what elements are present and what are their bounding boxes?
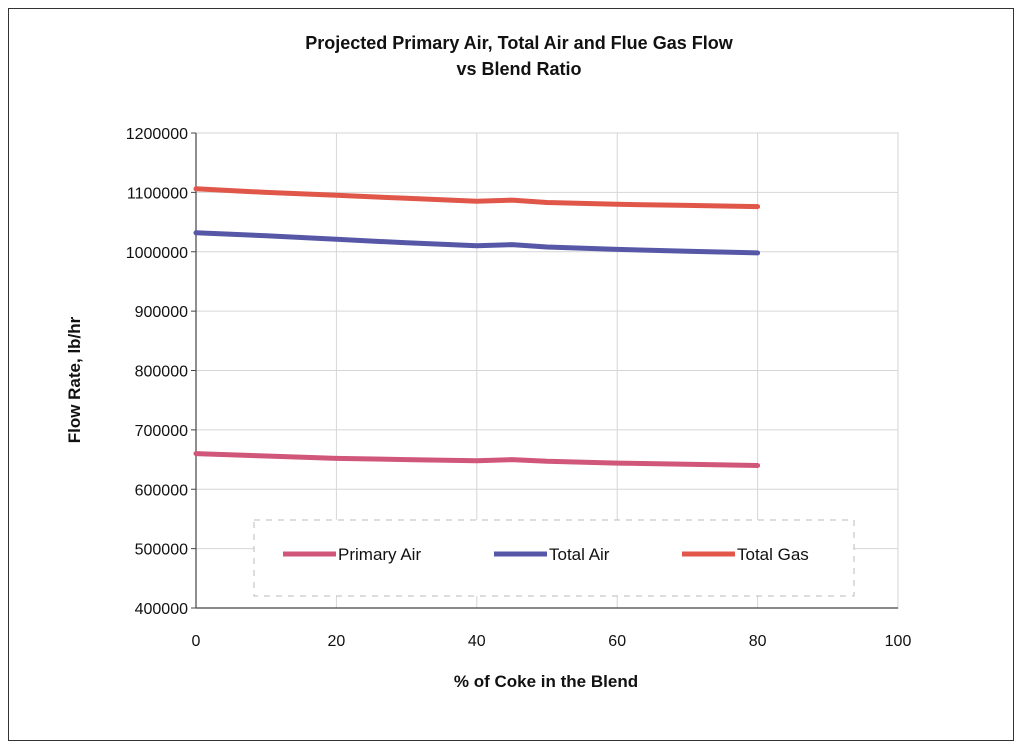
y-tick-label: 600000: [135, 482, 188, 499]
legend-label-total-gas: Total Gas: [737, 545, 809, 564]
y-axis-label: Flow Rate, lb/hr: [65, 316, 84, 443]
y-tick-label: 1200000: [126, 126, 188, 143]
legend-box: [253, 519, 855, 597]
y-tick-label: 400000: [135, 601, 188, 618]
chart-title: Projected Primary Air, Total Air and Flu…: [0, 30, 1024, 82]
y-tick-label: 1100000: [127, 185, 188, 202]
series-line-total-air: [193, 230, 761, 256]
series-line-primary-air: [193, 451, 761, 468]
legend-label-primary-air: Primary Air: [338, 545, 421, 564]
x-tick-label: 40: [468, 633, 486, 650]
x-tick-labels: 0 20 40 60 80 100: [192, 633, 912, 650]
x-tick-label: 80: [749, 633, 767, 650]
y-tick-labels: 400000 500000 600000 700000 800000 900000 1000…: [126, 126, 188, 618]
y-tick-label: 700000: [135, 423, 188, 440]
x-tick-label: 100: [885, 633, 912, 650]
y-tick-label: 800000: [135, 364, 188, 381]
series-line-total-gas: [193, 186, 761, 210]
series-lines: [193, 186, 761, 468]
legend: Primary Air Total Air Total Gas: [253, 519, 855, 597]
y-tick-label: 500000: [135, 542, 188, 559]
x-tick-label: 20: [328, 633, 346, 650]
y-tick-label: 900000: [135, 304, 188, 321]
chart-title-line1: Projected Primary Air, Total Air and Flu…: [305, 33, 733, 53]
chart-title-line2: vs Blend Ratio: [456, 59, 582, 79]
x-axis-label: % of Coke in the Blend: [454, 672, 638, 691]
x-tick-label: 0: [192, 633, 201, 650]
x-tick-label: 60: [608, 633, 626, 650]
legend-label-total-air: Total Air: [549, 545, 610, 564]
y-tick-label: 1000000: [126, 245, 188, 262]
